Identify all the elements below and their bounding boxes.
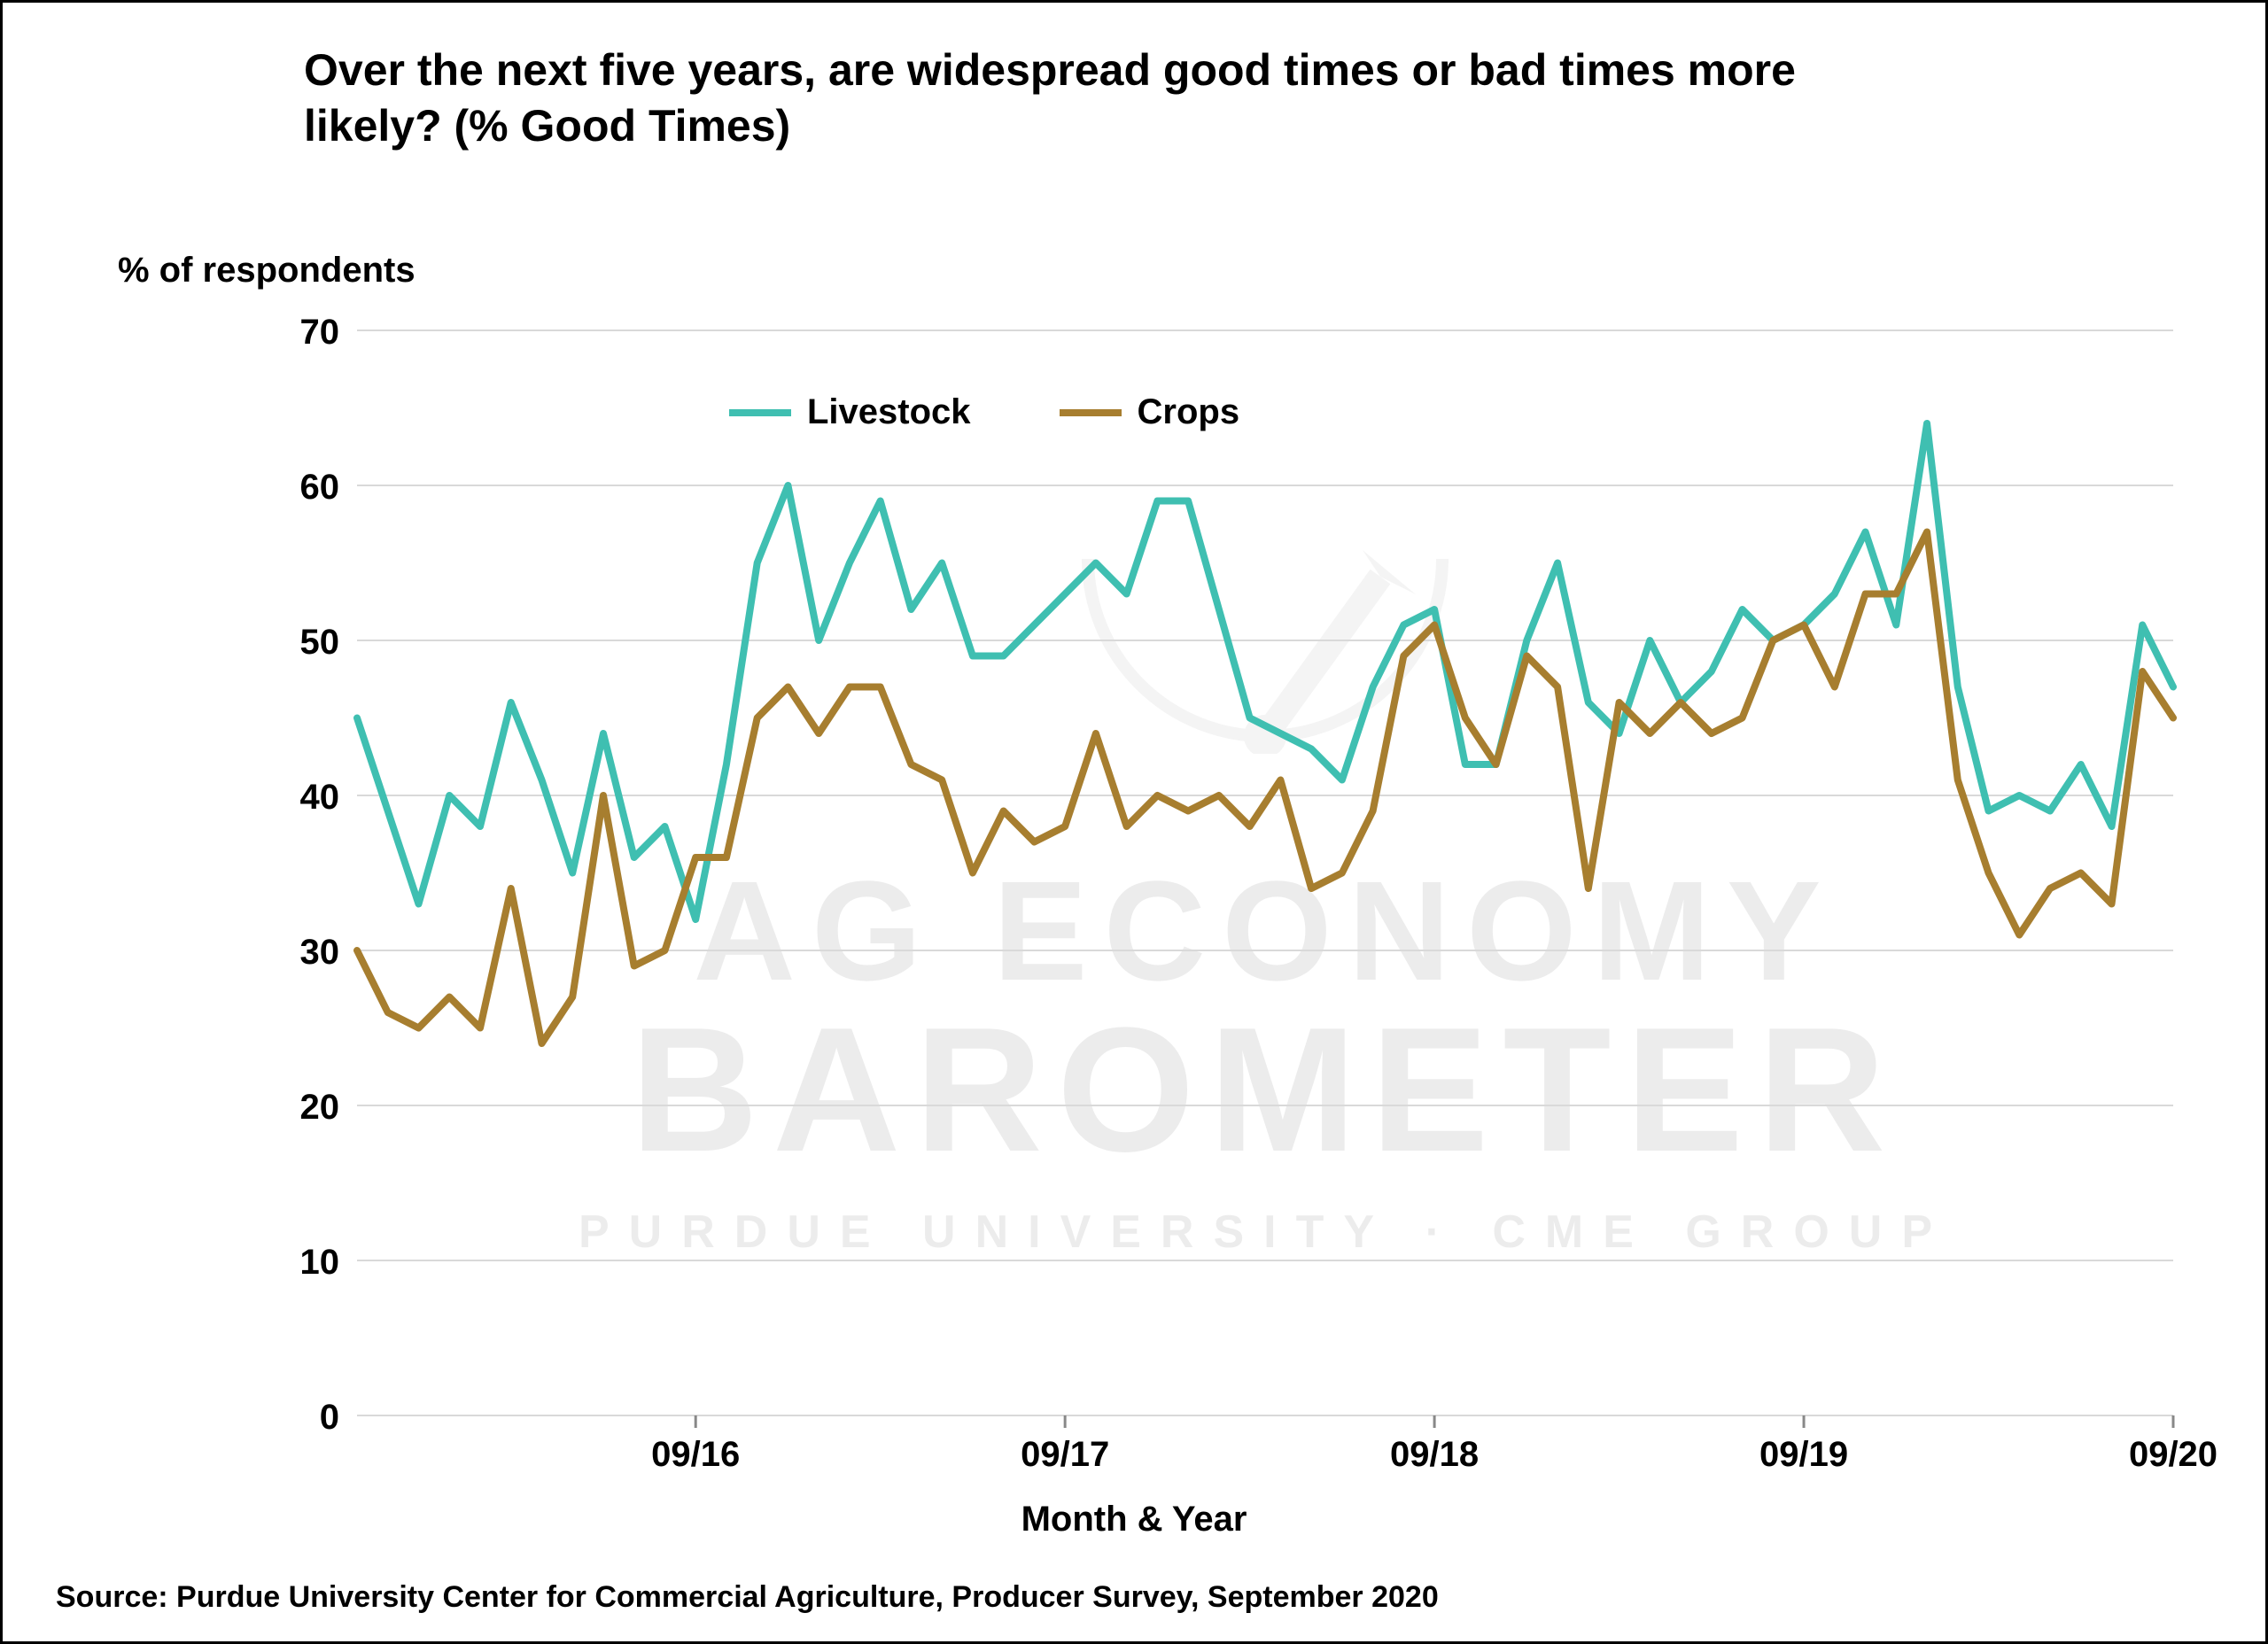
x-tick-label: 09/17 xyxy=(1021,1435,1109,1475)
y-axis-title: % of respondents xyxy=(118,251,416,291)
y-tick-label: 70 xyxy=(251,313,339,353)
legend-item: Livestock xyxy=(729,392,971,432)
y-tick-label: 30 xyxy=(251,933,339,973)
legend-label: Livestock xyxy=(807,392,971,432)
legend-swatch xyxy=(1060,409,1122,416)
y-tick-label: 0 xyxy=(251,1398,339,1438)
chart-frame: Over the next five years, are widespread… xyxy=(0,0,2268,1644)
plot-svg xyxy=(357,330,2173,1415)
y-tick-label: 10 xyxy=(251,1243,339,1283)
y-tick-label: 20 xyxy=(251,1088,339,1128)
legend-item: Crops xyxy=(1060,392,1240,432)
y-tick-label: 60 xyxy=(251,468,339,508)
source-note: Source: Purdue University Center for Com… xyxy=(56,1580,1439,1615)
legend-swatch xyxy=(729,409,791,416)
chart-title: Over the next five years, are widespread… xyxy=(304,43,1810,153)
y-tick-label: 40 xyxy=(251,778,339,818)
x-tick-label: 09/19 xyxy=(1759,1435,1848,1475)
legend-label: Crops xyxy=(1138,392,1240,432)
legend: Livestock Crops xyxy=(729,392,1239,432)
y-tick-label: 50 xyxy=(251,623,339,663)
x-axis-title: Month & Year xyxy=(1021,1500,1247,1539)
x-tick-label: 09/18 xyxy=(1390,1435,1479,1475)
x-tick-label: 09/20 xyxy=(2129,1435,2218,1475)
x-tick-label: 09/16 xyxy=(651,1435,740,1475)
plot-area: AG ECONOMY BAROMETER PURDUE UNIVERSITY ·… xyxy=(357,330,2173,1415)
